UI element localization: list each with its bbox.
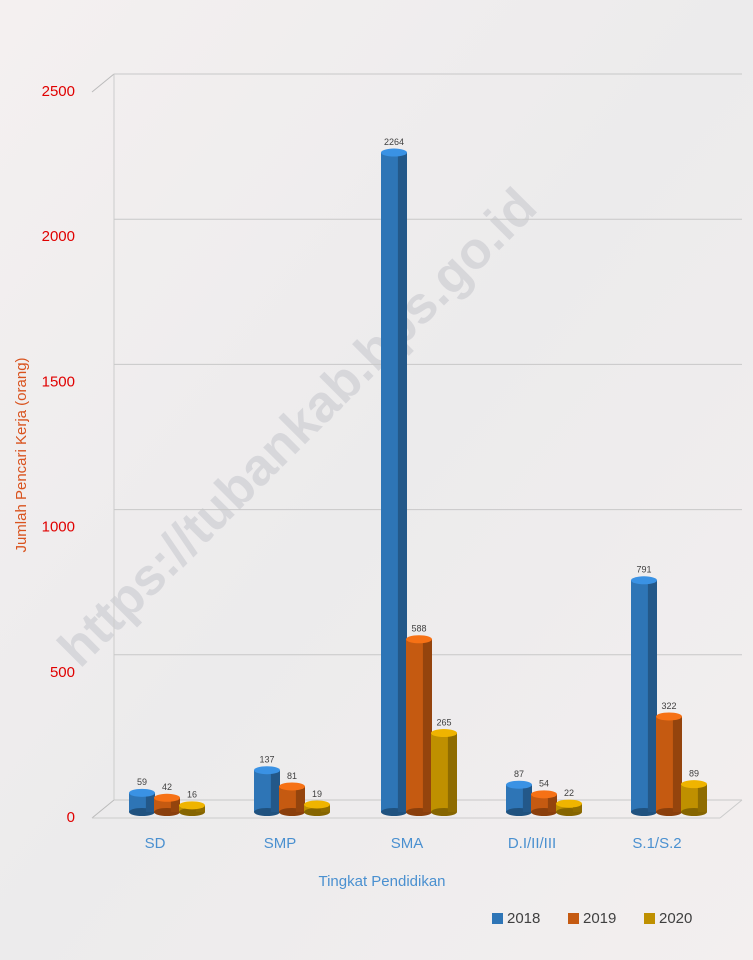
y-axis-title: Jumlah Pencari Kerja (orang) [13,357,30,552]
y-tick-label: 500 [50,664,75,681]
data-label: 42 [162,782,172,792]
legend-swatch [492,913,503,924]
bar-shade [423,639,432,812]
legend-label: 2020 [659,910,692,927]
bar-top [556,800,582,808]
bar-top [304,800,330,808]
data-label: 16 [187,790,197,800]
bar-shade [296,786,305,812]
background [0,0,753,960]
bar-top [381,149,407,157]
bar-shade [271,770,280,812]
legend-label: 2018 [507,910,540,927]
bar-top [531,790,557,798]
data-label: 588 [411,624,426,634]
bar-shade [698,784,707,812]
bar-top [154,794,180,802]
x-tick-label: SD [145,835,166,852]
bar-shade [523,785,532,812]
data-label: 2264 [384,137,404,147]
bar-top [431,729,457,737]
data-label: 22 [564,788,574,798]
x-tick-label: SMA [391,835,424,852]
bar-top [506,781,532,789]
data-label: 19 [312,789,322,799]
bar-top [129,789,155,797]
x-tick-label: S.1/S.2 [632,835,681,852]
data-label: 81 [287,771,297,781]
bar-top [406,635,432,643]
data-label: 87 [514,769,524,779]
bar-top [631,576,657,584]
data-label: 265 [436,717,451,727]
x-tick-label: D.I/II/III [508,835,556,852]
bar-shade [448,733,457,812]
bar-top [656,712,682,720]
y-tick-label: 1000 [42,519,75,536]
x-axis-title: Tingkat Pendidikan [318,873,445,890]
y-tick-label: 2500 [42,83,75,100]
y-tick-label: 2000 [42,228,75,245]
bar-shade [398,153,407,812]
bar-top [179,801,205,809]
legend-swatch [568,913,579,924]
bar-top [279,782,305,790]
legend-label: 2019 [583,910,616,927]
data-label: 137 [259,755,274,765]
data-label: 54 [539,779,549,789]
y-tick-label: 1500 [42,373,75,390]
chart: https://tubankab.bps.go.id Jumlah Pencar… [0,0,753,960]
bar-top [254,766,280,774]
data-label: 59 [137,777,147,787]
bar-shade [648,580,657,812]
bar-shade [673,716,682,812]
data-label: 89 [689,769,699,779]
x-tick-label: SMP [264,835,297,852]
data-label: 322 [661,701,676,711]
legend-swatch [644,913,655,924]
data-label: 791 [636,565,651,575]
bar-top [681,780,707,788]
y-tick-label: 0 [67,809,75,826]
